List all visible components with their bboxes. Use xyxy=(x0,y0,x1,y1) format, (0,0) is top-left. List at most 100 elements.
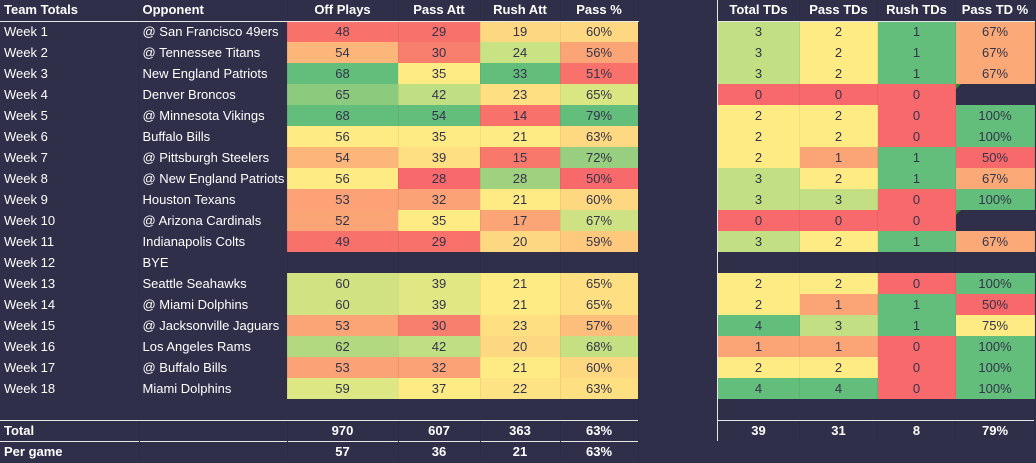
opponent-name: Buffalo Bills xyxy=(139,126,288,147)
stat-cell-pct: 57% xyxy=(560,315,639,336)
table-row: Week 9 Houston Texans 53 32 21 60% xyxy=(0,189,639,210)
td-cell-ttd: 3 xyxy=(717,231,800,252)
td-cell-ptd: 2 xyxy=(799,273,878,294)
stat-cell-pass: 39 xyxy=(398,273,481,294)
table-row: 3 3 0 100% xyxy=(717,189,1035,210)
table-row: 2 2 0 100% xyxy=(717,126,1035,147)
stat-cell-off: 52 xyxy=(287,210,399,231)
table-row: 3 2 1 67% xyxy=(717,168,1035,189)
stat-cell-pass: 35 xyxy=(398,126,481,147)
opponent-name: @ Jacksonville Jaguars xyxy=(139,315,288,336)
stat-cell-off: 53 xyxy=(287,357,399,378)
stat-cell-pass: 42 xyxy=(398,336,481,357)
stat-cell-off: 56 xyxy=(287,126,399,147)
td-cell-rtd: 0 xyxy=(877,210,956,231)
header-pass-att: Pass Att xyxy=(398,0,481,22)
td-cell-ptd: 2 xyxy=(799,168,878,189)
table-row: 4 4 0 100% xyxy=(717,378,1035,399)
td-cell-tdpct: 67% xyxy=(955,42,1035,63)
td-cell-tdpct xyxy=(955,84,1035,105)
week-label: Week 8 xyxy=(0,168,140,189)
opponent-name: @ New England Patriots xyxy=(139,168,288,189)
per-game-label: Per game xyxy=(0,440,140,462)
week-label: Week 11 xyxy=(0,231,140,252)
total-ptd: 31 xyxy=(799,419,878,441)
td-cell-tdpct: 100% xyxy=(955,273,1035,294)
table-row: Week 16 Los Angeles Rams 62 42 20 68% xyxy=(0,336,639,357)
td-cell-ptd: 1 xyxy=(799,294,878,315)
stat-cell-off: 62 xyxy=(287,336,399,357)
stat-cell-pass: 30 xyxy=(398,315,481,336)
stat-cell-pct: 59% xyxy=(560,231,639,252)
right-header-row: Total TDs Pass TDs Rush TDs Pass TD % xyxy=(717,0,1035,22)
td-cell-tdpct: 100% xyxy=(955,378,1035,399)
stat-cell-off: 49 xyxy=(287,231,399,252)
td-cell-tdpct: 50% xyxy=(955,294,1035,315)
stat-cell-rush: 28 xyxy=(480,168,561,189)
td-cell-tdpct: 100% xyxy=(955,336,1035,357)
stat-cell-pct xyxy=(560,252,639,273)
td-cell-ttd: 1 xyxy=(717,336,800,357)
stat-cell-rush: 21 xyxy=(480,126,561,147)
header-off-plays: Off Plays xyxy=(287,0,399,22)
opponent-name: New England Patriots xyxy=(139,63,288,84)
header-total-tds: Total TDs xyxy=(717,0,800,22)
td-cell-rtd xyxy=(877,252,956,273)
td-cell-ptd: 2 xyxy=(799,126,878,147)
opponent-name: Seattle Seahawks xyxy=(139,273,288,294)
td-cell-ttd: 2 xyxy=(717,294,800,315)
stat-cell-pass: 54 xyxy=(398,105,481,126)
header-team-totals: Team Totals xyxy=(0,0,140,22)
td-cell-rtd: 0 xyxy=(877,378,956,399)
opponent-name: @ San Francisco 49ers xyxy=(139,21,288,42)
td-cell-ptd: 3 xyxy=(799,315,878,336)
td-cell-tdpct: 100% xyxy=(955,189,1035,210)
stat-cell-pct: 50% xyxy=(560,168,639,189)
stat-cell-pass: 29 xyxy=(398,21,481,42)
week-label: Week 10 xyxy=(0,210,140,231)
week-label: Week 1 xyxy=(0,21,140,42)
header-rush-tds: Rush TDs xyxy=(877,0,956,22)
total-pass: 607 xyxy=(398,419,481,441)
table-row: 3 2 1 67% xyxy=(717,42,1035,63)
table-row: 2 1 1 50% xyxy=(717,147,1035,168)
td-cell-rtd: 1 xyxy=(877,42,956,63)
opponent-name: Los Angeles Rams xyxy=(139,336,288,357)
week-label: Week 16 xyxy=(0,336,140,357)
stat-cell-pct: 56% xyxy=(560,42,639,63)
stat-cell-off: 53 xyxy=(287,315,399,336)
td-cell-ptd: 1 xyxy=(799,147,878,168)
td-cell-rtd: 1 xyxy=(877,147,956,168)
opponent-name: @ Tennessee Titans xyxy=(139,42,288,63)
stat-cell-pass: 35 xyxy=(398,210,481,231)
total-label: Total xyxy=(0,419,140,441)
per-game-row: Per game 57 36 21 63% xyxy=(0,440,639,462)
td-cell-tdpct: 67% xyxy=(955,63,1035,84)
stat-cell-pass: 42 xyxy=(398,84,481,105)
td-cell-tdpct: 100% xyxy=(955,126,1035,147)
header-pass-td-pct: Pass TD % xyxy=(955,0,1035,22)
stat-cell-pass: 32 xyxy=(398,357,481,378)
stat-cell-rush xyxy=(480,252,561,273)
td-cell-rtd: 1 xyxy=(877,315,956,336)
stat-cell-rush: 14 xyxy=(480,105,561,126)
stat-cell-rush: 23 xyxy=(480,84,561,105)
stat-cell-off: 56 xyxy=(287,168,399,189)
table-row: 2 2 0 100% xyxy=(717,105,1035,126)
table-row: Week 14 @ Miami Dolphins 60 39 21 65% xyxy=(0,294,639,315)
week-label: Week 15 xyxy=(0,315,140,336)
td-cell-rtd: 1 xyxy=(877,231,956,252)
table-row: Week 18 Miami Dolphins 59 37 22 63% xyxy=(0,378,639,399)
td-cell-rtd: 0 xyxy=(877,336,956,357)
table-row: 2 2 0 100% xyxy=(717,273,1035,294)
stat-cell-rush: 17 xyxy=(480,210,561,231)
total-row: 39 31 8 79% xyxy=(717,419,1035,441)
td-cell-ttd: 2 xyxy=(717,147,800,168)
opponent-name: Denver Broncos xyxy=(139,84,288,105)
td-cell-ttd: 3 xyxy=(717,21,800,42)
td-cell-ttd: 3 xyxy=(717,63,800,84)
week-label: Week 18 xyxy=(0,378,140,399)
td-cell-tdpct: 50% xyxy=(955,147,1035,168)
stat-cell-pct: 60% xyxy=(560,21,639,42)
td-cell-tdpct: 67% xyxy=(955,21,1035,42)
